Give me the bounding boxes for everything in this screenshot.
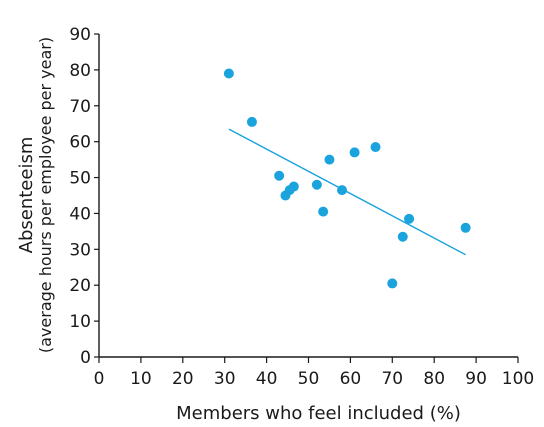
- data-point: [460, 222, 471, 233]
- y-tick-label: 10: [69, 312, 91, 332]
- y-tick-label: 40: [69, 204, 91, 224]
- x-tick-label: 70: [381, 369, 403, 389]
- y-tick-label: 50: [69, 169, 91, 189]
- data-point: [223, 68, 234, 79]
- trendline: [228, 128, 466, 256]
- data-point: [404, 213, 415, 224]
- x-tick-label: 10: [130, 369, 152, 389]
- data-point: [370, 142, 381, 153]
- data-point: [318, 206, 329, 217]
- data-point: [246, 116, 257, 127]
- x-tick-label: 100: [502, 369, 534, 389]
- x-tick-label: 90: [465, 369, 487, 389]
- y-tick-label: 20: [69, 276, 91, 296]
- data-point: [274, 170, 285, 181]
- y-tick-label: 90: [69, 25, 91, 45]
- data-point: [349, 147, 360, 158]
- data-point: [324, 154, 335, 165]
- x-tick-label: 20: [172, 369, 194, 389]
- x-tick-label: 50: [298, 369, 320, 389]
- y-tick-label: 70: [69, 97, 91, 117]
- y-axis-title: Absenteeism: [16, 137, 37, 254]
- data-point: [337, 185, 348, 196]
- trendline-group: [228, 128, 466, 256]
- x-tick-label: 80: [423, 369, 445, 389]
- x-tick-label: 40: [256, 369, 278, 389]
- y-tick-label: 30: [69, 240, 91, 260]
- y-axis-subtitle: (average hours per employee per year): [36, 37, 55, 353]
- x-tick-label: 0: [94, 369, 105, 389]
- axes: 0 10 20 30 40 50 60 70 80 90 100 0 10 20 30 40 50 60 70 80 9…: [69, 25, 534, 389]
- data-point: [288, 181, 299, 192]
- data-point: [387, 278, 398, 289]
- data-point: [397, 231, 408, 242]
- data-point: [311, 179, 322, 190]
- y-tick-label: 60: [69, 133, 91, 153]
- x-tick-label: 60: [340, 369, 362, 389]
- y-tick-label: 80: [69, 61, 91, 81]
- x-axis-title: Members who feel included (%): [176, 403, 461, 424]
- x-tick-label: 30: [214, 369, 236, 389]
- data-points: [223, 68, 471, 289]
- y-tick-label: 0: [80, 348, 91, 368]
